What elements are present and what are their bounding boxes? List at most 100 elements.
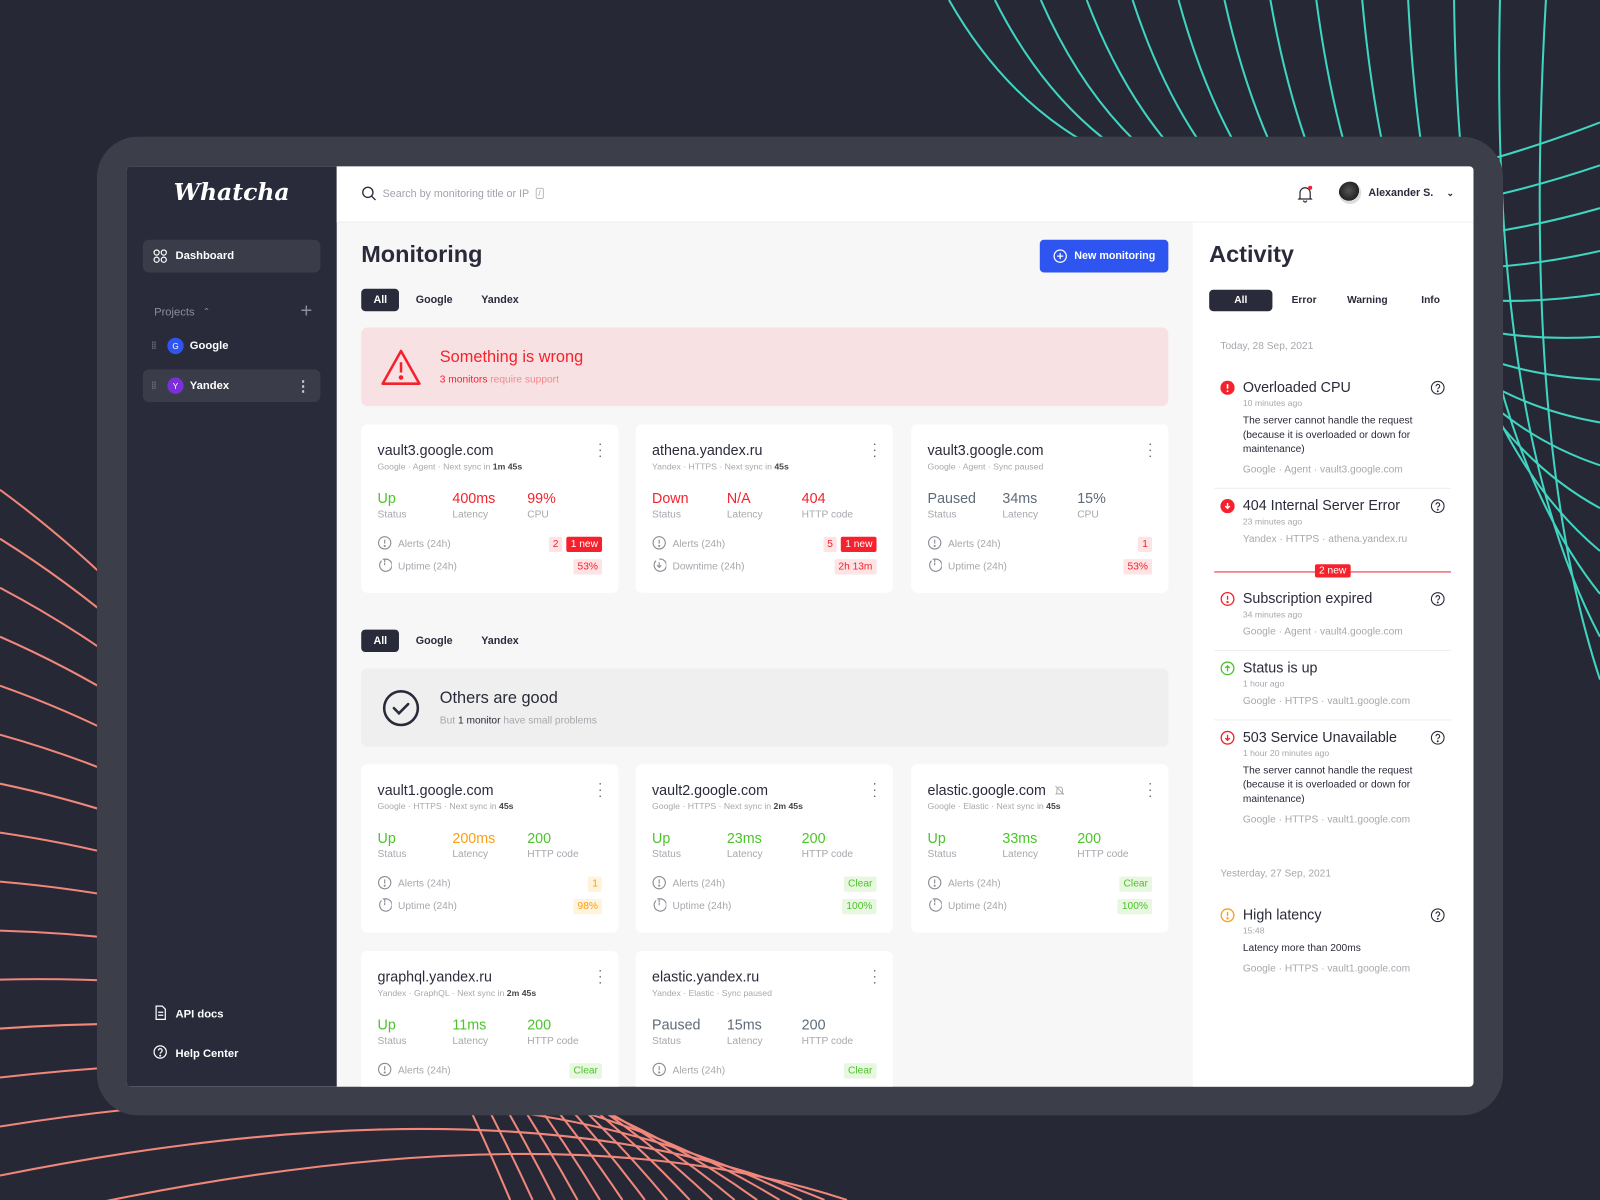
activity-item[interactable]: High latency 15:48 Latency more than 200m… xyxy=(1214,898,1451,987)
metric-label: Alerts (24h) xyxy=(397,878,451,890)
activity-tab-all[interactable]: All xyxy=(1209,289,1273,312)
good-title: Others are good xyxy=(439,689,558,707)
sidebar-link-help-center[interactable]: Help Center xyxy=(153,1045,239,1062)
monitor-card[interactable]: elastic.google.com · · · Google · Elastic … xyxy=(911,764,1169,933)
stat-label: Latency xyxy=(452,1035,489,1047)
stat-latency: 23ms Latency xyxy=(727,830,802,861)
problem-count[interactable]: 3 monitors xyxy=(439,373,488,386)
tab-google[interactable]: Google xyxy=(415,293,453,307)
activity-tab-warning[interactable]: Warning xyxy=(1347,294,1388,307)
sidebar-item-dashboard[interactable]: Dashboard xyxy=(142,239,321,273)
stat-label: HTTP code xyxy=(1077,848,1129,861)
monitor-card[interactable]: vault1.google.com · · · Google · HTTPS · N… xyxy=(361,764,619,933)
monitor-card[interactable]: graphql.yandex.ru · · · Yandex · GraphQL ·… xyxy=(361,951,619,1087)
monitor-card[interactable]: vault2.google.com · · · Google · HTTPS · N… xyxy=(635,764,893,933)
monitor-sync: 45s xyxy=(774,461,789,472)
more-icon[interactable]: · · · xyxy=(872,435,877,464)
metric-row: Alerts (24h) 1 xyxy=(378,872,603,894)
stat-value: Up xyxy=(927,829,946,846)
sidebar-project-google[interactable]: ⁞⁞ G Google xyxy=(143,330,321,363)
more-icon[interactable]: · · · xyxy=(597,775,603,804)
add-project-icon[interactable]: + xyxy=(300,299,313,323)
good-count[interactable]: 1 monitor xyxy=(457,714,501,727)
activity-description: The server cannot handle the request (be… xyxy=(1242,415,1413,456)
monitor-card[interactable]: athena.yandex.ru · · · Yandex · HTTPS · Ne… xyxy=(635,424,893,593)
more-icon[interactable]: ⋮ xyxy=(295,377,311,394)
sidebar-project-yandex[interactable]: ⁞⁞ Y Yandex ⋮ xyxy=(142,369,321,403)
stat-latency: 15ms Latency xyxy=(727,1016,802,1047)
metric-label: Uptime (24h) xyxy=(397,560,457,572)
sidebar-link-api-docs[interactable]: API docs xyxy=(153,1005,224,1023)
stat-label: CPU xyxy=(527,509,549,521)
badge: 1 new xyxy=(566,536,603,552)
activity-time: 1 hour ago xyxy=(1242,678,1285,689)
metric-label: Alerts (24h) xyxy=(947,538,1001,550)
stat-latency: 11ms Latency xyxy=(452,1016,527,1047)
tab-all[interactable]: All xyxy=(361,288,400,312)
help-icon[interactable] xyxy=(1430,730,1445,750)
stat-label: HTTP code xyxy=(527,1035,579,1047)
good-banner: Others are good But 1 monitor have small… xyxy=(361,668,1169,747)
user-name: Alexander S. xyxy=(1368,186,1434,199)
plus-circle-icon xyxy=(1053,249,1067,263)
more-icon[interactable]: · · · xyxy=(597,435,603,464)
metric-label: Uptime (24h) xyxy=(947,900,1007,912)
metric-label: Uptime (24h) xyxy=(672,900,732,912)
tab-google[interactable]: Google xyxy=(415,634,453,647)
metric-row: Alerts (24h) Clear xyxy=(378,1059,603,1081)
more-icon[interactable]: · · · xyxy=(872,962,877,990)
sidebar: Whatcha Dashboard Projects ⌃ + ⁞⁞ G Google… xyxy=(126,166,337,1087)
drag-handle-icon[interactable]: ⁞⁞ xyxy=(151,380,157,392)
monitor-card[interactable]: vault3.google.com · · · Google · Agent · S… xyxy=(911,424,1169,593)
more-icon[interactable]: · · · xyxy=(597,962,603,990)
activity-title: 503 Service Unavailable xyxy=(1242,728,1397,745)
activity-meta: Google · Agent · vault4.google.com xyxy=(1242,626,1403,638)
stat-status: Up Status xyxy=(378,490,453,521)
activity-meta: Google · HTTPS · vault1.google.com xyxy=(1242,963,1411,975)
search-input[interactable]: Search by monitoring title or IP / xyxy=(361,186,544,201)
activity-item[interactable]: 503 Service Unavailable 1 hour 20 minute… xyxy=(1214,720,1451,837)
activity-item[interactable]: Subscription expired 34 minutes ago Googl… xyxy=(1214,582,1452,652)
monitor-sync: 1m 45s xyxy=(492,461,523,472)
help-icon[interactable] xyxy=(1430,908,1445,927)
activity-item[interactable]: 404 Internal Server Error 23 minutes ago… xyxy=(1214,489,1451,557)
activity-item[interactable]: Status is up 1 hour ago Google · HTTPS · … xyxy=(1214,651,1452,721)
tab-all[interactable]: All xyxy=(361,629,400,653)
metric-row: Uptime (24h) 98% xyxy=(378,895,603,917)
monitor-meta: Google · HTTPS · Next sync in xyxy=(652,801,772,812)
activity-tab-error[interactable]: Error xyxy=(1291,294,1317,307)
monitor-card[interactable]: elastic.yandex.ru · · · Yandex · Elastic ·… xyxy=(635,951,893,1087)
warning-outline-icon xyxy=(1220,908,1235,927)
monitor-title: vault3.google.com xyxy=(377,441,494,459)
stat-status: Down Status xyxy=(652,490,727,521)
activity-tab-info[interactable]: Info xyxy=(1421,294,1440,307)
stat-label: Status xyxy=(377,509,407,521)
badge: 5 xyxy=(823,536,838,552)
monitor-title: vault3.google.com xyxy=(927,441,1044,459)
more-icon[interactable]: · · · xyxy=(872,775,877,804)
activity-meta: Google · HTTPS · vault1.google.com xyxy=(1242,814,1411,826)
grid-icon xyxy=(153,249,167,263)
stat-http-code: 200 HTTP code xyxy=(1077,830,1152,861)
user-menu[interactable]: Alexander S. ⌄ xyxy=(1338,181,1454,205)
more-icon[interactable]: · · · xyxy=(1147,435,1153,464)
stat-label: Latency xyxy=(726,509,763,521)
projects-header[interactable]: Projects ⌃ + xyxy=(154,300,312,323)
drag-handle-icon[interactable]: ⁞⁞ xyxy=(151,340,157,352)
help-icon[interactable] xyxy=(1430,499,1445,518)
tab-yandex[interactable]: Yandex xyxy=(481,293,519,307)
help-icon[interactable] xyxy=(1430,380,1445,400)
monitor-card[interactable]: vault3.google.com · · · Google · Agent · N… xyxy=(361,424,619,593)
stat-http-code: 404 HTTP code xyxy=(802,490,877,521)
new-monitoring-button[interactable]: New monitoring xyxy=(1039,239,1169,273)
activity-item[interactable]: Overloaded CPU 10 minutes ago The server … xyxy=(1214,370,1452,489)
help-icon[interactable] xyxy=(1430,592,1445,611)
stat-http-code: 200 HTTP code xyxy=(527,1016,602,1047)
badge: Clear xyxy=(843,1062,877,1079)
monitor-title: vault2.google.com xyxy=(652,781,768,798)
tab-yandex[interactable]: Yandex xyxy=(481,634,519,647)
stat-latency: 33ms Latency xyxy=(1002,830,1077,861)
more-icon[interactable]: · · · xyxy=(1147,775,1153,804)
notifications-button[interactable] xyxy=(1296,185,1314,208)
monitor-title: vault1.google.com xyxy=(377,781,494,798)
